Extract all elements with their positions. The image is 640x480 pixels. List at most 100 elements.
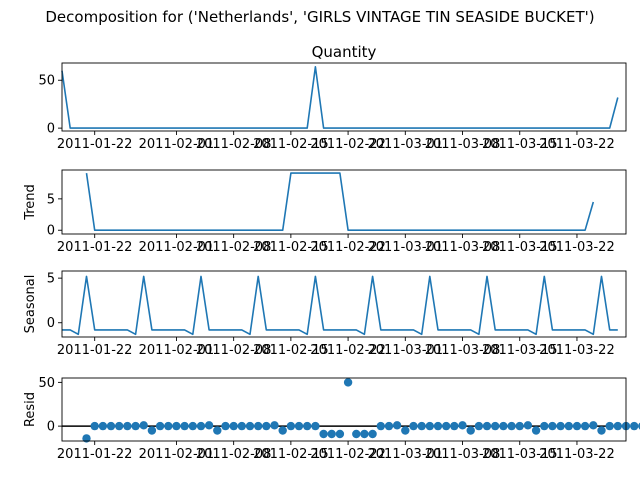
resid-point	[580, 421, 590, 431]
resid-point	[319, 429, 328, 439]
resid-point	[180, 421, 189, 431]
resid-point	[409, 421, 418, 431]
resid-point	[327, 429, 336, 439]
x-tick-label: 2011-02-15	[253, 240, 329, 255]
resid-point	[270, 421, 279, 430]
resid-point	[515, 421, 524, 431]
resid-point	[164, 421, 173, 431]
x-tick-label: 2011-01-22	[57, 343, 133, 358]
resid-point	[303, 421, 312, 431]
resid-point	[491, 421, 500, 431]
x-tick-label: 2011-02-15	[253, 343, 329, 358]
panel-3: 0 5 2011-01-22 2011-02-012011-02-082011-02-…	[23, 270, 627, 358]
resid-point	[262, 421, 271, 431]
resid-point	[458, 421, 467, 430]
x-tick-label: 2011-03-08	[425, 447, 501, 462]
x-tick-label: 2011-03-22	[539, 447, 615, 462]
resid-point	[311, 421, 320, 431]
x-tick-label: 2011-02-22	[310, 447, 386, 462]
y-tick-label: 0	[47, 316, 55, 331]
resid-point	[630, 421, 639, 431]
resid-point	[540, 421, 549, 431]
resid-point	[115, 421, 124, 431]
y-axis-label: Trend	[23, 184, 38, 221]
resid-point	[417, 421, 426, 431]
x-tick-label: 2011-03-01	[368, 343, 444, 358]
x-tick-label: 2011-03-22	[539, 343, 615, 358]
resid-point	[245, 421, 255, 431]
x-tick-label: 2011-03-01	[368, 137, 444, 152]
resid-point	[442, 421, 451, 431]
axes-frame	[61, 169, 627, 235]
resid-point	[507, 421, 516, 431]
x-tick-label: 2011-02-22	[310, 240, 386, 255]
resid-point	[564, 421, 573, 431]
resid-point	[294, 421, 304, 431]
resid-point	[368, 429, 377, 439]
y-tick-label: 0	[47, 122, 55, 137]
x-tick-label: 2011-02-01	[139, 343, 215, 358]
resid-point	[123, 421, 132, 431]
y-tick-label: 5	[47, 272, 55, 287]
series-line	[85, 172, 595, 231]
y-tick-label: 0	[47, 224, 55, 239]
resid-point	[597, 426, 606, 435]
x-tick-label: 2011-03-15	[482, 343, 558, 358]
x-tick-label: 2011-03-22	[539, 240, 615, 255]
panel-title: Quantity	[312, 43, 377, 61]
resid-point	[548, 421, 557, 431]
resid-point	[139, 421, 148, 430]
resid-point	[90, 421, 99, 431]
resid-point	[466, 426, 475, 435]
y-tick-label: 50	[38, 376, 55, 391]
resid-point	[433, 421, 443, 431]
x-tick-label: 2011-02-01	[139, 240, 215, 255]
y-tick-label: 50	[38, 74, 55, 89]
resid-point	[204, 421, 214, 430]
x-tick-label: 2011-02-22	[310, 137, 386, 152]
x-tick-label: 2011-02-01	[139, 137, 215, 152]
x-tick-label: 2011-02-08	[196, 137, 272, 152]
x-tick-label: 2011-03-15	[482, 240, 558, 255]
resid-point	[213, 426, 222, 435]
resid-point	[237, 421, 246, 431]
resid-point	[556, 421, 565, 431]
series-line	[61, 66, 619, 129]
figure-suptitle: Decomposition for ('Netherlands', 'GIRLS…	[45, 8, 594, 26]
resid-point	[392, 421, 402, 430]
x-tick-label: 2011-03-22	[539, 137, 615, 152]
resid-point	[343, 378, 353, 387]
x-tick-label: 2011-02-15	[253, 137, 329, 152]
y-axis-label: Seasonal	[23, 275, 38, 334]
x-tick-label: 2011-02-15	[253, 447, 329, 462]
resid-point	[352, 429, 361, 439]
resid-point	[531, 426, 541, 435]
x-tick-label: 2011-01-22	[57, 240, 133, 255]
resid-point	[286, 421, 296, 431]
x-tick-label: 2011-01-22	[57, 137, 133, 152]
resid-point	[474, 421, 484, 431]
axes-frame	[61, 62, 627, 132]
resid-point	[401, 426, 410, 435]
resid-point	[254, 421, 263, 431]
resid-point	[360, 429, 369, 439]
x-tick-label: 2011-03-08	[425, 137, 501, 152]
y-axis-label: Resid	[23, 392, 38, 427]
resid-point	[425, 421, 434, 431]
x-tick-label: 2011-01-22	[57, 447, 133, 462]
x-tick-label: 2011-02-01	[139, 447, 215, 462]
x-tick-label: 2011-02-08	[196, 343, 272, 358]
x-tick-label: 2011-03-08	[425, 240, 501, 255]
resid-point	[229, 421, 238, 431]
x-tick-label: 2011-02-08	[196, 447, 272, 462]
resid-point	[613, 421, 622, 431]
resid-point	[196, 421, 206, 431]
resid-point	[450, 421, 459, 431]
resid-point	[131, 421, 140, 431]
resid-point	[98, 421, 108, 431]
x-tick-label: 2011-03-15	[482, 137, 558, 152]
